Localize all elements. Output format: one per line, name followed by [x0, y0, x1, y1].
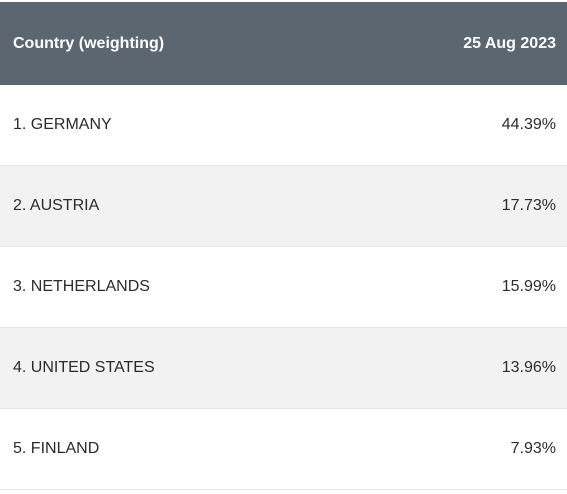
table-header: Country (weighting) 25 Aug 2023	[0, 2, 567, 85]
header-date: 25 Aug 2023	[463, 34, 556, 52]
header-country: Country (weighting)	[13, 34, 165, 52]
row-value: 44.39%	[501, 116, 556, 133]
row-value: 13.96%	[501, 359, 556, 376]
row-value: 15.99%	[501, 278, 556, 295]
row-country: 4. UNITED STATES	[13, 359, 155, 376]
row-country: 2. AUSTRIA	[13, 197, 100, 214]
row-country: 1. GERMANY	[13, 116, 112, 133]
row-value: 17.73%	[501, 197, 556, 214]
table-row: 2. AUSTRIA 17.73%	[0, 166, 567, 247]
row-country: 5. FINLAND	[13, 440, 100, 457]
row-country: 3. NETHERLANDS	[13, 278, 150, 295]
table-row: 3. NETHERLANDS 15.99%	[0, 247, 567, 328]
table-row: 1. GERMANY 44.39%	[0, 85, 567, 166]
table-row: 5. FINLAND 7.93%	[0, 409, 567, 490]
row-value: 7.93%	[510, 440, 556, 457]
table-row: 4. UNITED STATES 13.96%	[0, 328, 567, 409]
